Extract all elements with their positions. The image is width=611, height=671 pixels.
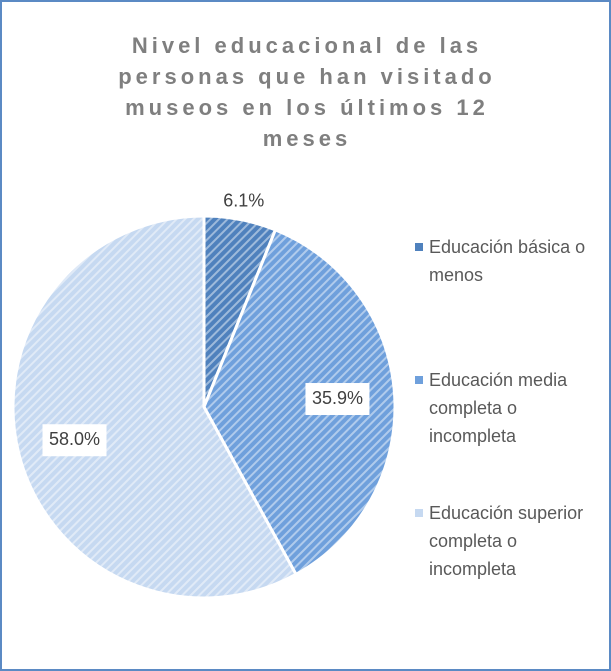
legend-entry: Educación media completa o incompleta xyxy=(415,366,607,450)
chart-title: Nivel educacional de las personas que ha… xyxy=(118,33,496,151)
legend-entry: Educación básica o menos xyxy=(415,233,607,289)
legend-swatch xyxy=(415,376,423,384)
label-box xyxy=(42,424,107,457)
data-label: 58.0% xyxy=(49,429,100,449)
legend-label: Educación media completa o incompleta xyxy=(429,370,568,446)
pie-slice xyxy=(202,227,397,577)
pie-slice xyxy=(11,214,299,600)
legend-swatch xyxy=(415,509,423,517)
legend-label: Educación básica o menos xyxy=(429,237,586,285)
legend-entry: Educación superior completa o incompleta xyxy=(415,499,607,583)
legend-label: Educación superior completa o incompleta xyxy=(429,503,584,579)
legend-swatch xyxy=(415,243,423,251)
data-label: 35.9% xyxy=(312,388,363,408)
label-box xyxy=(305,383,370,416)
data-label: 6.1% xyxy=(223,191,264,211)
